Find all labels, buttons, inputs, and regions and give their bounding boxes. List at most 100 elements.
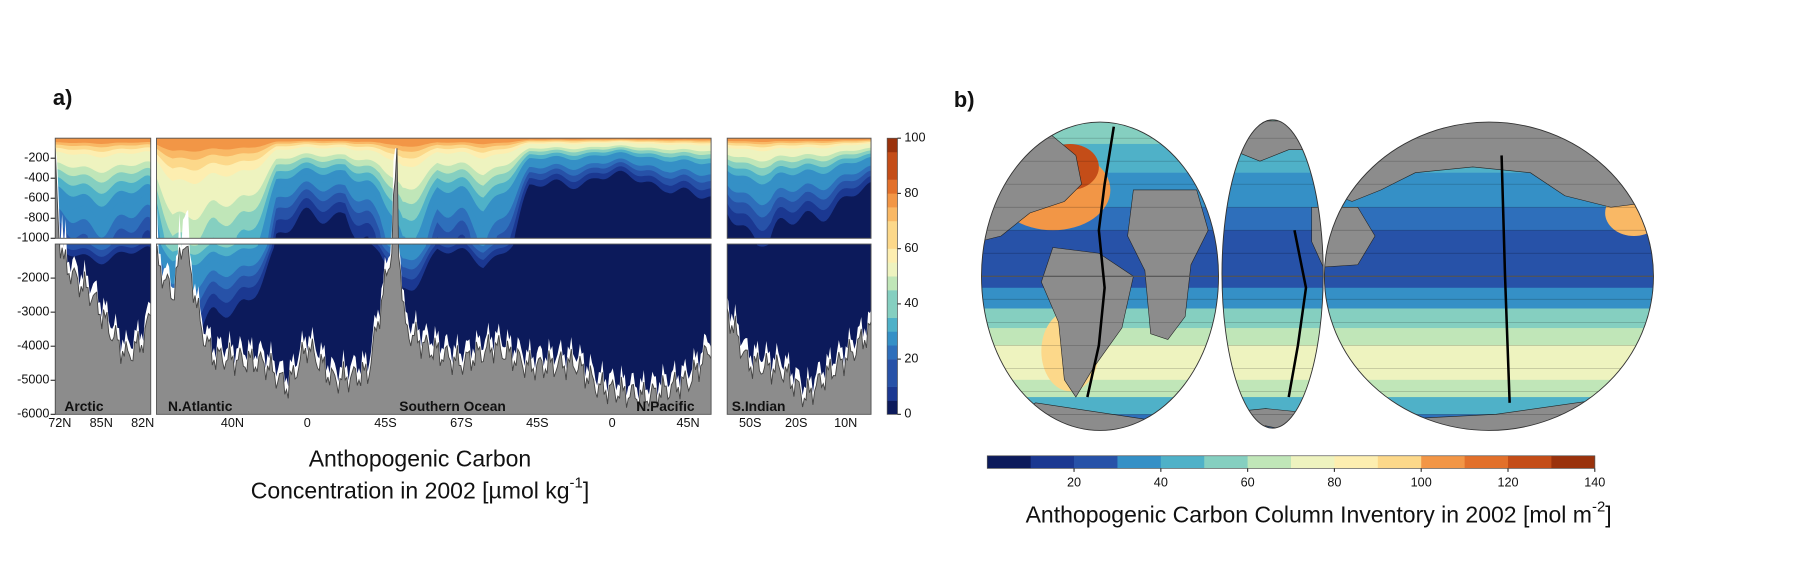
panel-label: a) [53, 85, 72, 110]
colorbar-cell [1551, 455, 1596, 469]
x-tick-label: 20S [785, 416, 808, 430]
land [1127, 189, 1209, 340]
colorbar-tick-label: 0 [904, 407, 911, 421]
colorbar-cell [887, 290, 898, 305]
colorbar-tick-label: 80 [1327, 476, 1341, 490]
colorbar-tick-label: 40 [904, 296, 918, 310]
panel-frame [726, 137, 872, 239]
colorbar-cell [887, 276, 898, 291]
colorbar-cell [887, 303, 898, 318]
colorbar-tick-label: 60 [904, 241, 918, 255]
colorbar-cell [887, 372, 898, 387]
colorbar-cell [887, 151, 898, 167]
x-tick-label: 10N [834, 416, 857, 430]
x-tick-label: 82N [131, 416, 154, 430]
colorbar-tick-label: 20 [904, 351, 918, 365]
y-tick-label: -3000 [17, 305, 49, 319]
x-tick-label: 45S [526, 416, 549, 430]
colorbar-cell [887, 248, 898, 263]
section-line [1500, 155, 1511, 403]
panel-frame [156, 243, 712, 415]
colorbar-cell [1421, 455, 1465, 469]
colorbar-cell [887, 386, 898, 401]
colorbar-cell [887, 193, 898, 208]
colorbar-tick-label: 120 [1497, 476, 1518, 490]
y-tick-label: -6000 [17, 407, 49, 421]
panel-frame [156, 137, 712, 239]
x-tick-label: 0 [304, 416, 311, 430]
region-label: S.Indian [732, 399, 786, 414]
panel-frame [726, 243, 872, 415]
x-tick-label: 0 [609, 416, 616, 430]
x-tick-label: 45S [374, 416, 397, 430]
y-tick-label: -5000 [17, 373, 49, 387]
colorbar-cell [887, 207, 898, 222]
colorbar-cell [887, 179, 898, 194]
colorbar-frame [886, 137, 898, 415]
y-tick-label: -600 [24, 191, 49, 205]
colorbar-cell [1117, 455, 1162, 469]
region-label: N.Atlantic [168, 399, 233, 414]
caption: Concentration in 2002 [µmol kg-1] [251, 474, 590, 503]
panel-frame [54, 243, 152, 415]
colorbar-cell [1464, 455, 1509, 469]
map-band [981, 328, 1654, 346]
map-plot [981, 119, 1654, 431]
colorbar-cell [887, 262, 898, 277]
caption: Anthopogenic Carbon Column Inventory in … [1026, 498, 1612, 527]
section-line [1287, 229, 1308, 398]
colorbar-cell [1030, 455, 1075, 469]
x-tick-label: 85N [90, 416, 113, 430]
region-label: Arctic [64, 399, 103, 414]
colorbar-cell [887, 138, 898, 153]
colorbar-cell [1377, 455, 1422, 469]
panel-frame [54, 137, 152, 239]
colorbar-tick-label: 20 [1067, 476, 1081, 490]
colorbar-cell [1247, 455, 1292, 469]
colorbar-cell [887, 317, 898, 332]
colorbar-cell [887, 400, 898, 415]
colorbar-cell [1291, 455, 1335, 469]
colorbar-tick-label: 100 [904, 131, 925, 145]
y-tick-label: -1000 [17, 231, 49, 245]
y-tick-label: -2000 [17, 270, 49, 284]
region-label: Southern Ocean [399, 399, 506, 414]
caption: Anthopogenic Carbon [309, 445, 532, 471]
y-tick-label: -800 [24, 211, 49, 225]
map-outline [1221, 119, 1324, 429]
y-tick-label: -200 [24, 151, 49, 165]
colorbar-cell [1204, 455, 1248, 469]
region-label: N.Pacific [636, 399, 695, 414]
colorbar-cell [1160, 455, 1205, 469]
colorbar-cell [887, 221, 898, 236]
no-data [55, 148, 872, 415]
colorbar-cell [1507, 455, 1552, 469]
colorbar-tick-label: 80 [904, 186, 918, 200]
colorbar-cell [1074, 455, 1118, 469]
colorbar-cell [887, 331, 898, 346]
colorbar-tick-label: 60 [1241, 476, 1255, 490]
section-plot [55, 138, 872, 415]
colorbar-tick-label: 140 [1584, 476, 1605, 490]
y-tick-label: -400 [24, 171, 49, 185]
colorbar-cell [887, 345, 898, 360]
colorbar-cell [987, 455, 1031, 469]
x-tick-label: 67S [450, 416, 473, 430]
bathymetry [55, 148, 872, 415]
colorbar-cell [887, 359, 898, 374]
map-outline [1323, 121, 1654, 431]
panel-label: b) [954, 87, 975, 112]
colorbar-tick-label: 40 [1154, 476, 1168, 490]
colorbar-tick-label: 100 [1411, 476, 1432, 490]
colorbar-frame [986, 455, 1596, 469]
colorbar-cell [887, 234, 898, 249]
section-line [1086, 126, 1116, 398]
x-tick-label: 72N [48, 416, 71, 430]
colorbar-cell [887, 165, 898, 180]
land [1219, 120, 1324, 162]
colorbar-cell [1334, 455, 1379, 469]
y-tick-label: -4000 [17, 339, 49, 353]
x-tick-label: 45N [676, 416, 699, 430]
x-tick-label: 40N [221, 416, 244, 430]
